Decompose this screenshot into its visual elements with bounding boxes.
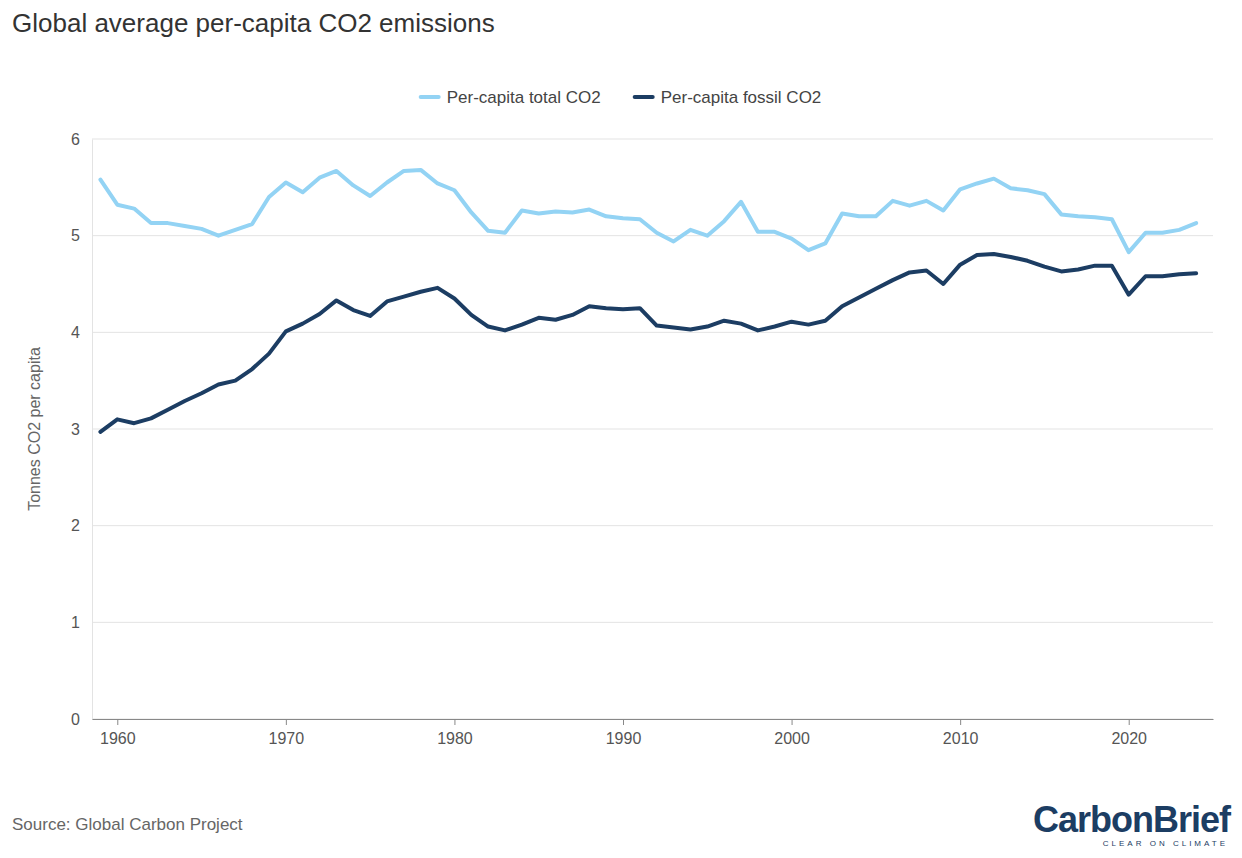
x-tick-label: 1980 <box>437 730 473 747</box>
y-tick: 4 <box>71 324 92 341</box>
y-tick-label: 4 <box>71 324 80 341</box>
x-tick-label: 2020 <box>1111 730 1147 747</box>
legend-swatch <box>635 95 653 99</box>
legend-label: Per-capita total CO2 <box>447 88 601 107</box>
x-tick-label: 2000 <box>774 730 810 747</box>
legend: Per-capita total CO2 Per-capita fossil CO… <box>421 88 822 107</box>
grid-line <box>92 525 1213 526</box>
legend-item: Per-capita total CO2 <box>421 88 601 107</box>
lines <box>100 170 1196 432</box>
x-axis: 1960 1970 1980 1990 2000 2010 2020 <box>93 719 1214 747</box>
y-tick: 2 <box>71 517 92 534</box>
legend-item: Per-capita fossil CO2 <box>635 88 822 107</box>
series-line <box>100 254 1196 432</box>
x-tick-mark <box>454 719 455 725</box>
y-tick: 3 <box>71 421 92 438</box>
x-tick: 2000 <box>774 719 810 747</box>
x-tick-label: 1990 <box>606 730 642 747</box>
logo-tagline: CLEAR ON CLIMATE <box>1103 839 1228 848</box>
x-axis-line <box>93 719 1214 720</box>
y-tick: 0 <box>71 711 92 728</box>
y-tick: 1 <box>71 614 92 631</box>
legend-label: Per-capita fossil CO2 <box>661 88 822 107</box>
x-tick-mark <box>1129 719 1130 725</box>
x-tick-label: 1960 <box>100 730 136 747</box>
y-tick: 6 <box>71 131 92 148</box>
y-tick-label: 5 <box>71 227 80 244</box>
x-tick: 1970 <box>269 719 305 747</box>
grid-line <box>92 235 1213 236</box>
x-tick: 2020 <box>1111 719 1147 747</box>
grid-line <box>92 622 1213 623</box>
grid-line <box>92 429 1213 430</box>
x-tick: 1960 <box>100 719 136 747</box>
y-tick-label: 1 <box>71 614 80 631</box>
title: Global average per-capita CO2 emissions <box>12 8 495 38</box>
x-tick-label: 1970 <box>269 730 305 747</box>
x-tick-mark <box>117 719 118 725</box>
grid-line <box>92 719 1213 720</box>
grid-line <box>92 332 1213 333</box>
legend-swatch <box>421 95 439 99</box>
series-line <box>100 170 1196 252</box>
x-tick-mark <box>960 719 961 725</box>
y-tick-label: 3 <box>71 421 80 438</box>
x-tick: 1980 <box>437 719 473 747</box>
y-tick-label: 6 <box>71 131 80 148</box>
x-tick-mark <box>286 719 287 725</box>
logo: CarbonBrief <box>1033 799 1232 840</box>
y-tick-label: 0 <box>71 711 80 728</box>
x-tick-label: 2010 <box>943 730 979 747</box>
x-tick: 1990 <box>606 719 642 747</box>
y-axis-title: Tonnes CO2 per capita <box>26 347 43 511</box>
grid-line <box>92 139 1213 140</box>
y-axis-line <box>92 140 93 720</box>
x-tick-mark <box>623 719 624 725</box>
source: Source: Global Carbon Project <box>12 815 243 834</box>
x-tick: 2010 <box>943 719 979 747</box>
y-tick-label: 2 <box>71 517 80 534</box>
grid <box>92 139 1213 719</box>
y-axis: 0 1 2 3 4 5 6 <box>71 131 92 728</box>
x-tick-mark <box>792 719 793 725</box>
chart: Global average per-capita CO2 emissions 0… <box>0 0 1242 858</box>
y-tick: 5 <box>71 227 92 244</box>
